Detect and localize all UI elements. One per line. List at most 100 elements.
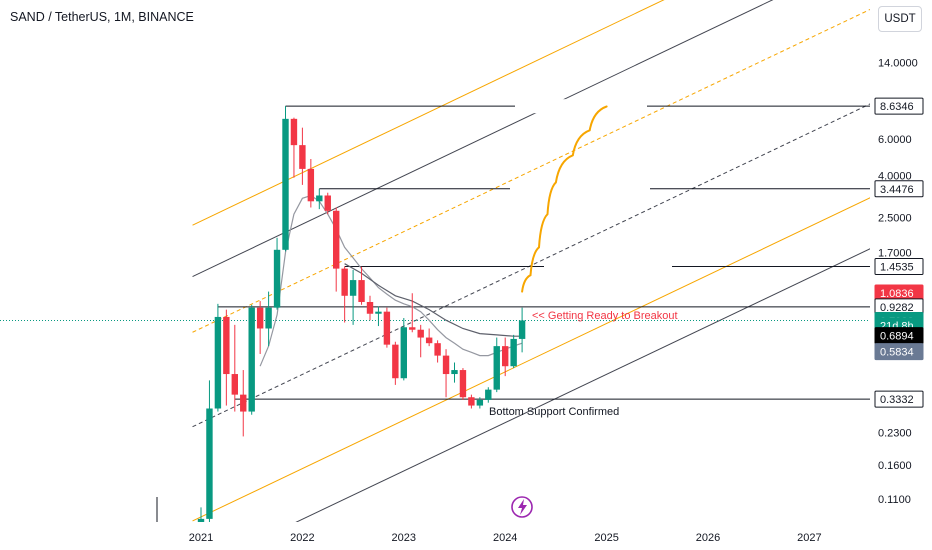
lightning-icon-ring xyxy=(511,496,533,518)
candle xyxy=(273,237,281,310)
candle-body xyxy=(282,118,289,250)
candle xyxy=(248,304,255,415)
candle-body xyxy=(400,327,407,379)
candle xyxy=(223,309,230,406)
price-tag: 1.0836 xyxy=(874,284,924,302)
price-tag-label: 3.4476 xyxy=(880,184,914,196)
candle xyxy=(265,291,272,347)
candle xyxy=(197,507,205,522)
candle-body xyxy=(197,518,205,522)
candle xyxy=(333,207,340,292)
candle xyxy=(417,324,424,358)
price-tag-label: 0.6894 xyxy=(880,331,914,343)
candle xyxy=(442,349,450,398)
candle xyxy=(214,303,222,412)
x-tick-label: 2021 xyxy=(189,532,213,544)
price-tag-label: 0.3332 xyxy=(880,394,914,406)
price-tag: 3.4476 xyxy=(874,180,924,198)
candle-body xyxy=(299,145,306,169)
candle xyxy=(510,334,517,369)
candle-body xyxy=(434,343,441,356)
candle xyxy=(324,192,331,215)
candle-body xyxy=(316,195,323,202)
level-label-bg xyxy=(515,99,647,114)
candle-body xyxy=(518,320,526,339)
currency-button[interactable]: USDT xyxy=(878,6,922,32)
price-tag-label: 0.5834 xyxy=(880,347,914,359)
x-tick-label: 2023 xyxy=(392,532,416,544)
price-tag-box xyxy=(874,343,924,361)
y-tick-label: 1.7000 xyxy=(878,247,912,259)
candle-body xyxy=(324,195,331,211)
candle xyxy=(383,307,391,348)
candle-body xyxy=(223,316,230,375)
candle xyxy=(485,387,492,403)
level-label: << Getting Ready to Breakout xyxy=(532,310,678,322)
x-tick-label: 2026 xyxy=(696,532,720,544)
candle xyxy=(476,397,484,409)
channel-line xyxy=(192,103,870,428)
channel-line xyxy=(295,248,870,522)
candle xyxy=(206,380,213,522)
candle xyxy=(493,337,500,393)
y-tick-label: 14.0000 xyxy=(878,58,918,70)
candle-body xyxy=(502,346,509,367)
level-label: Bottom Support Confirmed xyxy=(489,406,619,418)
candle-body xyxy=(451,370,458,375)
candle-body xyxy=(383,311,391,345)
plot-area: Third Target Price $8.60Second Target Pr… xyxy=(0,0,870,522)
candle xyxy=(451,362,458,383)
price-tag-box xyxy=(874,180,924,198)
lightning-icon-bolt xyxy=(518,499,527,515)
channel-line xyxy=(192,0,774,278)
price-tag: 1.4535 xyxy=(874,258,924,276)
candle xyxy=(425,328,433,347)
price-tag: 0.3332 xyxy=(874,390,924,408)
candle xyxy=(231,324,238,412)
candle-body xyxy=(459,370,467,398)
candle xyxy=(256,301,264,354)
candle-body xyxy=(307,168,315,202)
candle xyxy=(349,269,357,325)
candle xyxy=(282,106,289,252)
candle xyxy=(468,394,475,409)
x-tick-label: 2025 xyxy=(594,532,618,544)
candle-body xyxy=(240,394,247,412)
projection-path xyxy=(521,105,608,293)
candle xyxy=(400,318,407,381)
candle-body xyxy=(206,408,213,519)
candle-body xyxy=(375,311,382,314)
candle xyxy=(518,307,526,353)
price-tag-label: 1.4535 xyxy=(880,262,914,274)
price-tag: 0.6894 xyxy=(874,327,924,345)
x-tick-label: 2027 xyxy=(797,532,821,544)
candle xyxy=(316,188,323,210)
chart-title: SAND / TetherUS, 1M, BINANCE xyxy=(10,10,194,24)
candle-body xyxy=(248,307,255,412)
candle-body xyxy=(358,280,365,302)
lightning-icon xyxy=(511,496,533,518)
y-tick-label: 0.1600 xyxy=(878,460,912,472)
price-tag: 8.6346 xyxy=(874,97,924,115)
candle-body xyxy=(417,329,424,338)
moving-average-2-line xyxy=(344,263,523,337)
x-tick-label: 2024 xyxy=(493,532,517,544)
candle xyxy=(240,370,247,437)
y-tick-label: 0.1100 xyxy=(878,494,911,506)
level-label-bg xyxy=(510,181,650,196)
y-tick-label: 6.0000 xyxy=(878,134,912,146)
y-tick-label: 0.2300 xyxy=(878,427,912,439)
channel-line xyxy=(192,8,870,333)
moving-average-line xyxy=(259,194,523,367)
candle-body xyxy=(425,337,433,344)
candle-body xyxy=(256,307,264,329)
candle xyxy=(358,266,365,305)
candle xyxy=(502,337,509,377)
candle-body xyxy=(485,389,492,400)
candle-body xyxy=(231,374,238,395)
candle xyxy=(459,368,467,400)
price-tag-label: 8.6346 xyxy=(880,101,914,113)
candle-body xyxy=(409,327,416,330)
candle-body xyxy=(273,249,281,308)
